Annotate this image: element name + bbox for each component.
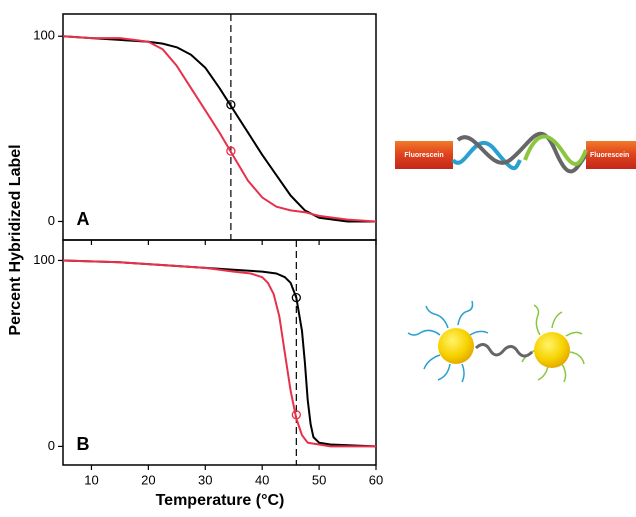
plot-frame <box>62 239 377 466</box>
plot-frame <box>62 13 377 241</box>
x-axis-label: Temperature (°C) <box>156 492 285 509</box>
fluorophore-label: Fluorescein <box>404 152 443 159</box>
data-line <box>62 259 376 448</box>
fluorophore-box <box>395 141 453 169</box>
marker <box>226 146 236 156</box>
x-tick-label: 30 <box>198 472 212 487</box>
x-tick-label: 60 <box>369 472 383 487</box>
strand <box>451 140 522 171</box>
x-tick-label: 40 <box>255 472 269 487</box>
panel-label: B <box>77 434 90 454</box>
data-line <box>62 259 377 448</box>
strand <box>456 131 588 174</box>
marker <box>226 100 236 110</box>
marker <box>291 410 301 420</box>
marker <box>291 292 301 303</box>
y-tick-label: 0 <box>48 213 55 228</box>
data-line <box>62 35 377 223</box>
fluorophore-label: Fluorescein <box>590 152 629 159</box>
x-tick-label: 20 <box>141 472 155 487</box>
y-tick-label: 100 <box>33 28 55 43</box>
nanoparticle-illustration <box>407 300 585 383</box>
fluorophore-box <box>586 141 636 169</box>
strand <box>523 134 588 166</box>
panel-label: A <box>77 209 90 229</box>
x-tick-label: 10 <box>84 472 98 487</box>
y-tick-label: 100 <box>33 252 55 267</box>
x-tick-label: 50 <box>312 472 326 487</box>
duplex-illustration: Fluorescein Fluorescein <box>395 131 636 174</box>
data-line <box>62 35 376 223</box>
y-axis-label: Percent Hybridized Label <box>7 144 24 335</box>
y-tick-label: 0 <box>48 438 55 453</box>
